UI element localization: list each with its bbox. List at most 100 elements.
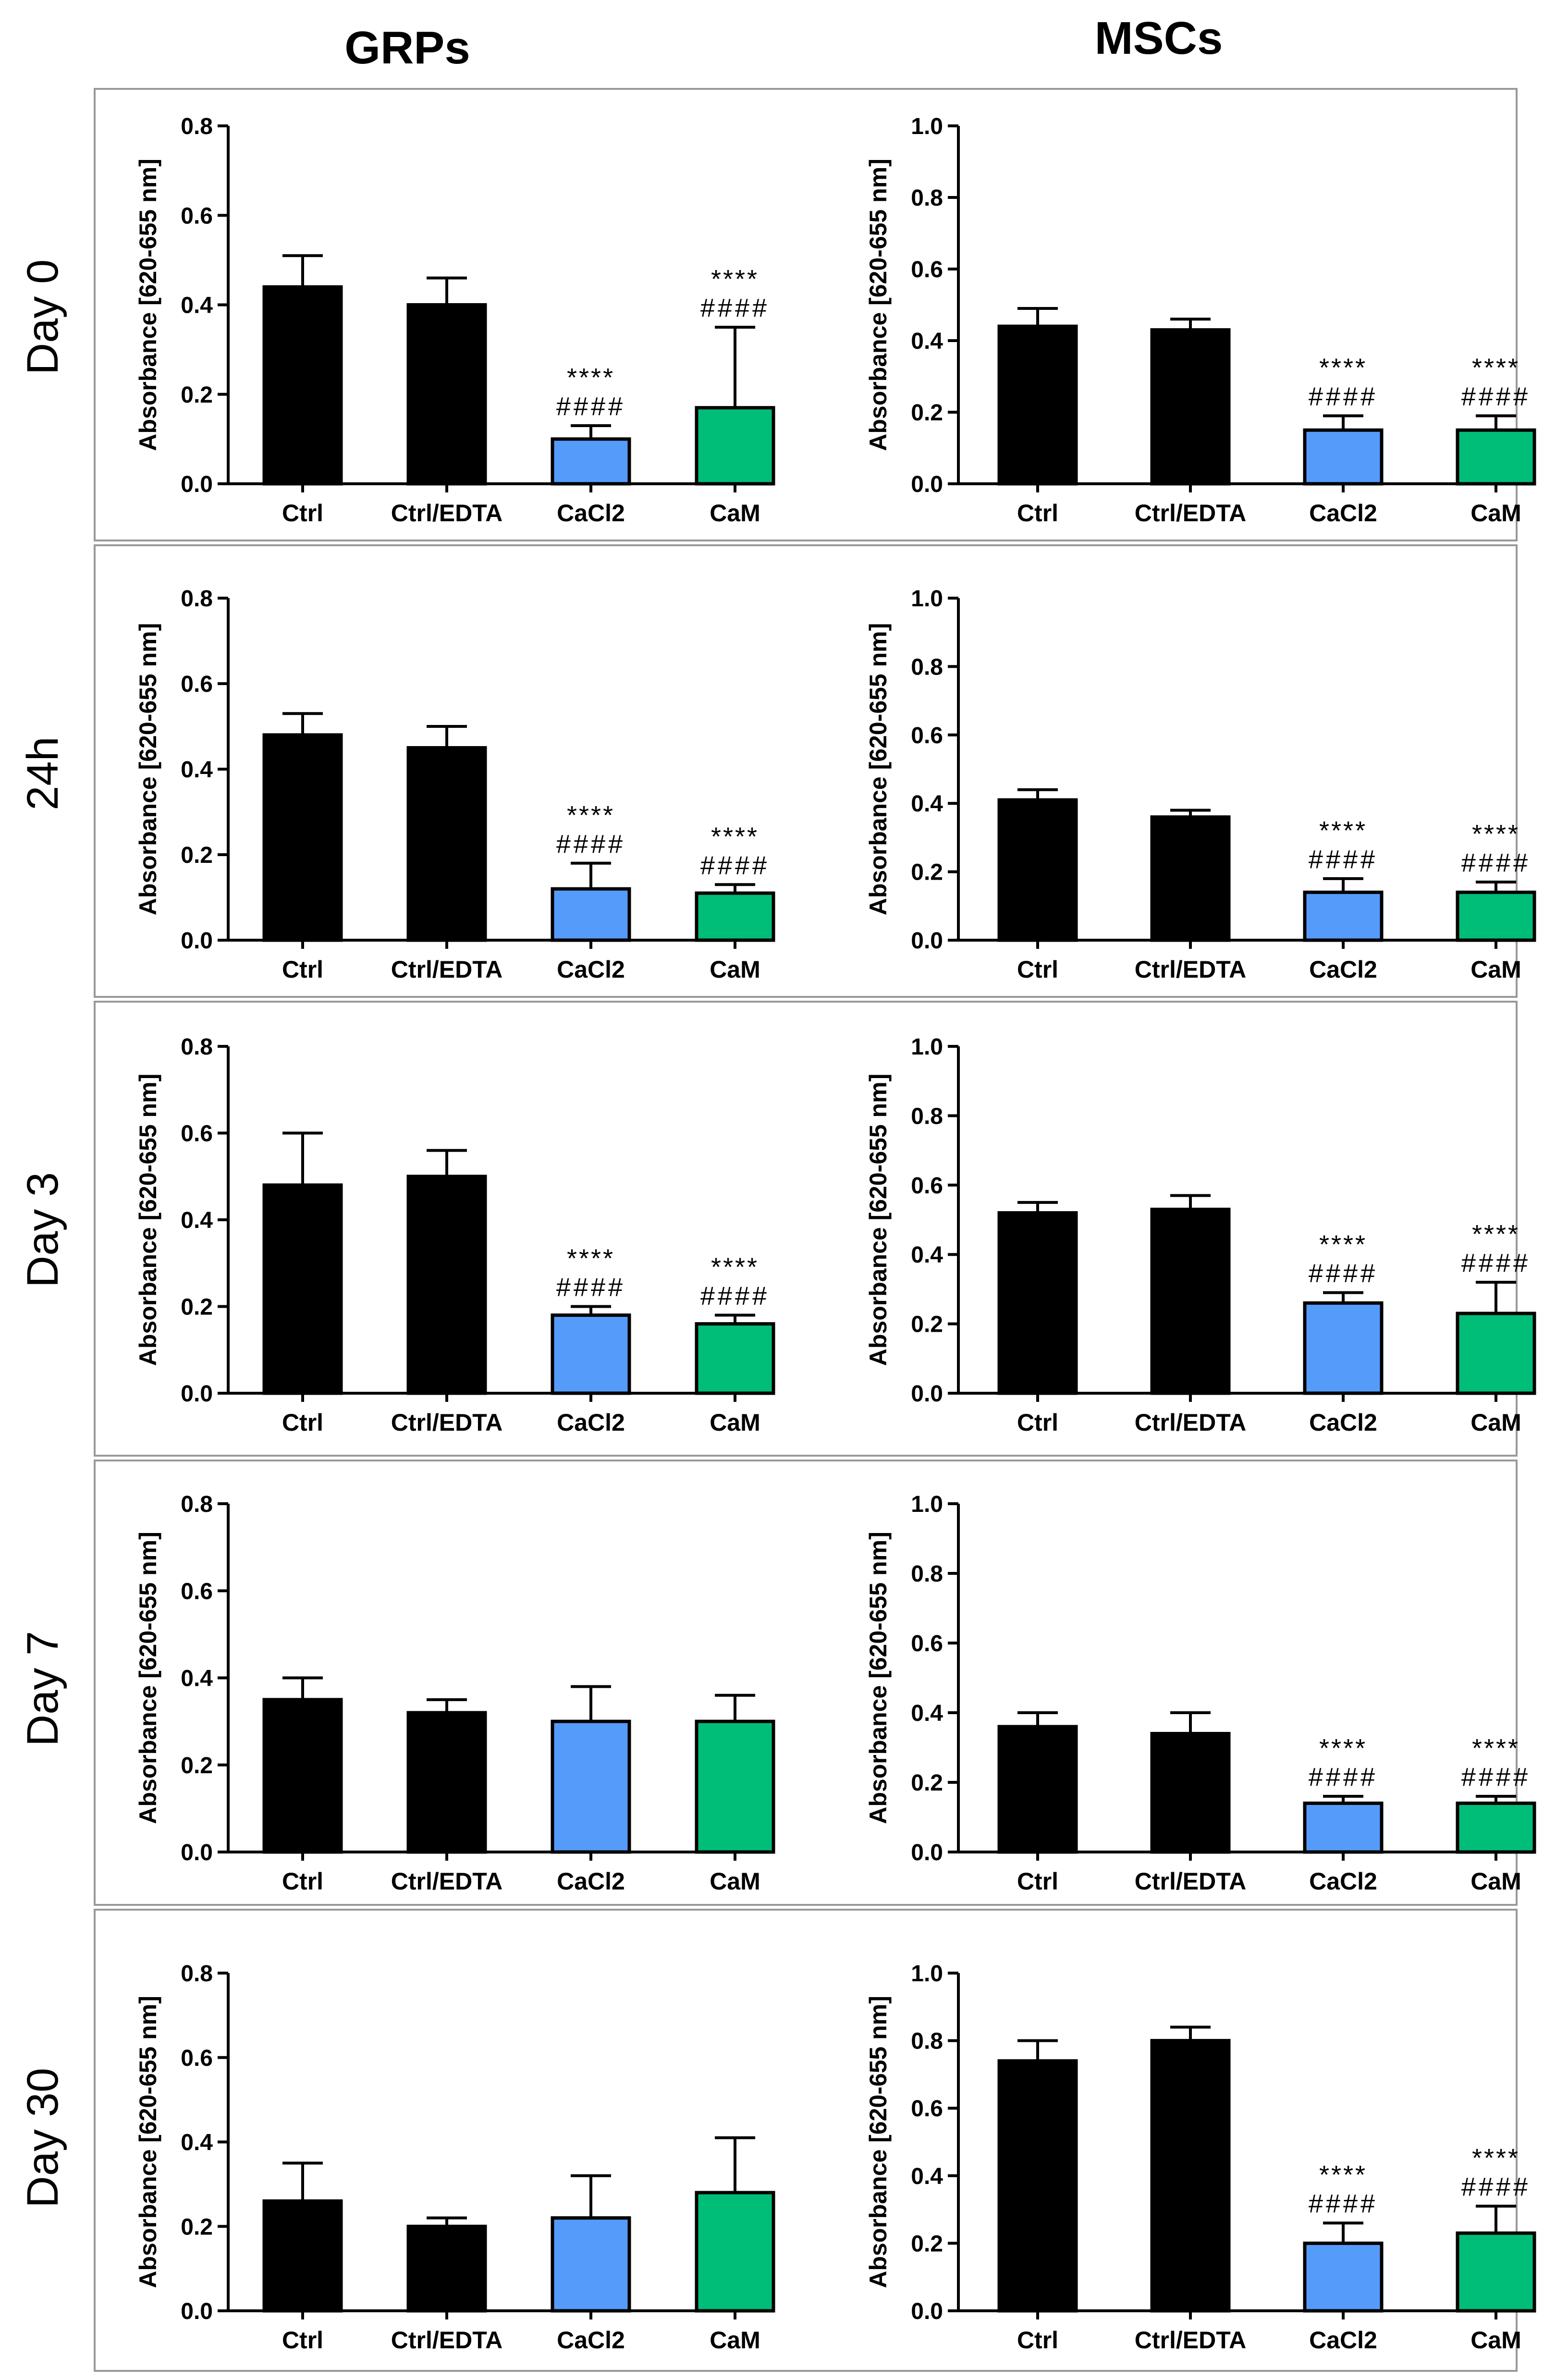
y-tick-label: 0.2	[911, 860, 943, 885]
bar-cam	[1456, 890, 1536, 942]
x-tick-label: Ctrl	[282, 1868, 323, 1895]
row-label-24h: 24h	[18, 736, 67, 810]
x-tick-label: CaM	[710, 1868, 760, 1895]
bar-ctrl-edta	[1150, 2039, 1231, 2313]
y-tick-label: 0.8	[911, 185, 943, 211]
bar-ctrl	[997, 324, 1078, 486]
row-label-day-7: Day 7	[18, 1631, 67, 1746]
bar-cacl2	[1303, 1802, 1384, 1854]
bar-ctrl	[997, 1211, 1078, 1395]
y-tick-label: 0.4	[911, 2164, 943, 2189]
significance-stars: ****	[1319, 1734, 1367, 1763]
x-tick-label: Ctrl/EDTA	[391, 1409, 502, 1436]
y-tick-label: 0.6	[911, 1631, 943, 1656]
significance-stars: ****	[711, 822, 759, 851]
chart-day-3-mscs: Absorbance [620-655 nm] 0.0 0.2 0.4 0.6 0.8 1.…	[865, 1034, 1536, 1436]
row-label-day-0: Day 0	[18, 259, 67, 375]
y-tick-label: 0.4	[911, 791, 943, 817]
x-tick-label: CaCl2	[1309, 1409, 1377, 1436]
panel-border-day-7	[94, 1460, 1518, 1906]
significance-stars: ****	[1319, 1230, 1367, 1259]
chart-day-7-mscs: Absorbance [620-655 nm] 0.0 0.2 0.4 0.6 0.8 1.…	[865, 1492, 1536, 1895]
panel-border-day-30	[94, 1909, 1518, 2372]
y-tick-label: 0.0	[181, 1381, 213, 1407]
bar-ctrl-edta	[1150, 815, 1231, 942]
x-tick-label: CaCl2	[1309, 2327, 1377, 2354]
chart-day-0-grps: Absorbance [620-655 nm] 0.0 0.2 0.4 0.6 0.8 Ct…	[135, 114, 775, 527]
significance-hash: ####	[1461, 1249, 1531, 1277]
x-tick-label: Ctrl/EDTA	[391, 1868, 502, 1895]
significance-stars: ****	[1319, 353, 1367, 382]
y-tick-label: 0.2	[181, 1295, 213, 1320]
charts: Absorbance [620-655 nm] 0.0 0.2 0.4 0.6 0.8 Ct…	[135, 114, 1536, 2354]
bar-cacl2	[1303, 1301, 1384, 1395]
significance-stars: ****	[1472, 820, 1520, 848]
bar-ctrl-edta	[1150, 328, 1231, 486]
x-tick-label: Ctrl	[282, 500, 323, 527]
y-tick-label: 0.0	[911, 472, 943, 497]
chart-day-0-mscs: Absorbance [620-655 nm] 0.0 0.2 0.4 0.6 0.8 1.…	[865, 114, 1536, 527]
bar-cam	[695, 1322, 775, 1395]
significance-stars: ****	[1472, 1220, 1520, 1249]
x-tick-label: CaM	[710, 500, 760, 527]
bar-ctrl	[997, 1725, 1078, 1854]
x-tick-label: Ctrl	[282, 1409, 323, 1436]
y-tick-label: 0.6	[911, 2096, 943, 2122]
significance-hash: ####	[1309, 2189, 1378, 2218]
y-tick-label: 0.4	[181, 293, 213, 319]
bar-cacl2	[551, 2216, 631, 2313]
significance-hash: ####	[1461, 848, 1531, 877]
significance-stars: ****	[567, 1244, 615, 1273]
y-tick-label: 0.4	[181, 2130, 213, 2156]
y-tick-label: 0.0	[181, 2299, 213, 2324]
y-tick-label: 0.8	[181, 1034, 213, 1060]
y-tick-label: 0.6	[181, 672, 213, 697]
y-tick-label: 1.0	[911, 586, 943, 612]
significance-stars: ****	[1472, 2144, 1520, 2172]
significance-hash: ####	[1461, 2172, 1531, 2201]
y-axis-label: Absorbance [620-655 nm]	[135, 1074, 161, 1366]
y-tick-label: 0.0	[181, 472, 213, 497]
chart-day-30-grps: Absorbance [620-655 nm] 0.0 0.2 0.4 0.6 0.8 Ct…	[135, 1961, 775, 2354]
significance-hash: ####	[1309, 382, 1378, 411]
panel-border-24h	[94, 544, 1518, 998]
bar-ctrl-edta	[406, 303, 487, 486]
x-tick-label: Ctrl/EDTA	[1135, 956, 1246, 983]
y-tick-label: 0.6	[911, 257, 943, 282]
x-tick-label: CaM	[710, 956, 760, 983]
x-tick-label: Ctrl	[282, 2327, 323, 2354]
x-tick-label: Ctrl/EDTA	[391, 2327, 502, 2354]
y-tick-label: 0.2	[181, 382, 213, 408]
x-tick-label: CaM	[1470, 1868, 1521, 1895]
x-tick-label: CaCl2	[557, 2327, 625, 2354]
chart-24h-mscs: Absorbance [620-655 nm] 0.0 0.2 0.4 0.6 0.8 1.…	[865, 586, 1536, 983]
y-tick-label: 0.4	[181, 757, 213, 783]
y-axis-label: Absorbance [620-655 nm]	[865, 623, 892, 916]
significance-stars: ****	[711, 1253, 759, 1282]
bar-ctrl-edta	[1150, 1732, 1231, 1854]
x-tick-label: Ctrl/EDTA	[1135, 1868, 1246, 1895]
bar-ctrl-edta	[406, 2224, 487, 2313]
bar-ctrl	[262, 1698, 343, 1854]
significance-hash: ####	[700, 851, 770, 880]
significance-stars: ****	[1472, 1734, 1520, 1763]
x-tick-label: CaCl2	[557, 500, 625, 527]
bar-cam	[695, 891, 775, 942]
y-tick-label: 0.4	[911, 329, 943, 354]
bar-cam	[1456, 428, 1536, 486]
bar-ctrl	[262, 1183, 343, 1395]
significance-hash: ####	[1309, 1763, 1378, 1791]
y-tick-label: 0.8	[911, 2029, 943, 2054]
x-tick-label: CaM	[1470, 956, 1521, 983]
y-tick-label: 0.4	[911, 1701, 943, 1726]
y-tick-label: 0.0	[911, 1381, 943, 1407]
significance-hash: ####	[1461, 1763, 1531, 1791]
bar-cam	[1456, 1802, 1536, 1854]
x-tick-label: CaCl2	[557, 1409, 625, 1436]
bar-cacl2	[551, 1719, 631, 1854]
y-tick-label: 1.0	[911, 1492, 943, 1517]
panel-borders	[94, 88, 1518, 2372]
x-tick-label: Ctrl/EDTA	[1135, 1409, 1246, 1436]
y-axis-label: Absorbance [620-655 nm]	[865, 159, 892, 451]
significance-hash: ####	[556, 392, 625, 421]
